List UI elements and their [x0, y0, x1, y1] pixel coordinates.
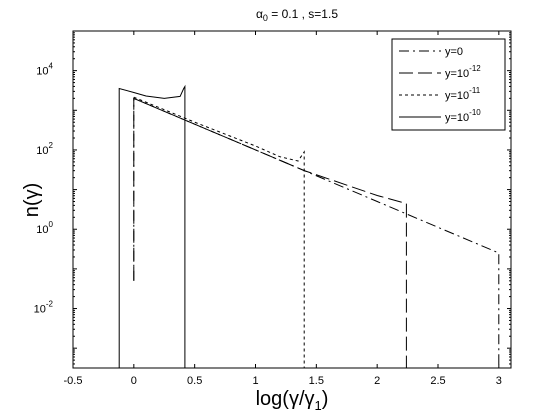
y-tick-label: 104: [36, 62, 53, 78]
series-line-4: [118, 84, 186, 368]
plot-lines: [118, 84, 500, 368]
legend-label-1: y=0: [445, 46, 463, 58]
y-axis-ticks: 10-2 100 102 104: [34, 32, 511, 365]
y-tick-label: 100: [36, 220, 53, 236]
legend-box: [391, 38, 506, 131]
series-line-2: [133, 97, 407, 368]
y-tick-label: 10-2: [34, 300, 54, 316]
x-axis-label: log(γ/γ1): [256, 388, 329, 413]
plot-frame: [72, 30, 512, 369]
series-line-1: [133, 97, 500, 368]
y-tick-label: 102: [36, 141, 53, 157]
x-tick-label: 0: [131, 375, 137, 387]
legend-label-4: y=10-10: [445, 108, 481, 124]
legend-label-3: y=10-11: [445, 86, 481, 102]
y-axis-label: n(γ): [21, 183, 43, 217]
series-line-3: [133, 96, 305, 368]
x-axis-ticks: -0.5 0 0.5 1 1.5 2 2.5 3: [64, 31, 502, 387]
x-tick-label: 1.5: [309, 375, 324, 387]
legend: y=0 y=10-12 y=10-11 y=10-10: [391, 38, 506, 131]
x-tick-label: 2: [374, 375, 380, 387]
x-tick-label: -0.5: [64, 375, 83, 387]
chart-title: α0 = 0.1 , s=1.5: [256, 7, 338, 23]
x-tick-label: 2.5: [430, 375, 445, 387]
x-tick-label: 1: [252, 375, 258, 387]
legend-label-2: y=10-12: [445, 64, 481, 80]
x-tick-label: 0.5: [187, 375, 202, 387]
x-tick-label: 3: [496, 375, 502, 387]
